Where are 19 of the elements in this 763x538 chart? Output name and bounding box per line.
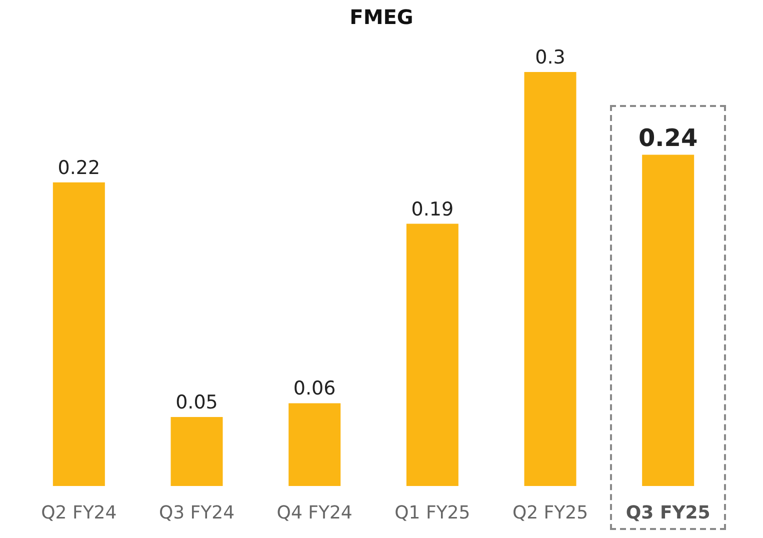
x-tick-label: Q3 FY24 [158,502,235,524]
data-label: 0.22 [58,156,100,179]
bar [288,403,341,486]
chart-title: FMEG [350,5,414,29]
data-label: 0.24 [638,124,698,152]
x-tick-label: Q4 FY24 [276,502,352,524]
x-tick-label: Q1 FY25 [394,502,470,524]
bar [642,154,694,486]
x-tick-label: Q2 FY25 [512,502,588,524]
bar [52,182,105,486]
bar [170,417,223,486]
data-label: 0.19 [411,198,454,220]
bar [524,72,576,486]
data-label: 0.05 [176,392,218,414]
data-label: 0.06 [293,378,336,400]
x-tick-label: Q2 FY24 [41,502,117,524]
bar [406,224,458,486]
data-label: 0.3 [535,46,566,68]
x-tick-label: Q3 FY25 [626,502,710,524]
